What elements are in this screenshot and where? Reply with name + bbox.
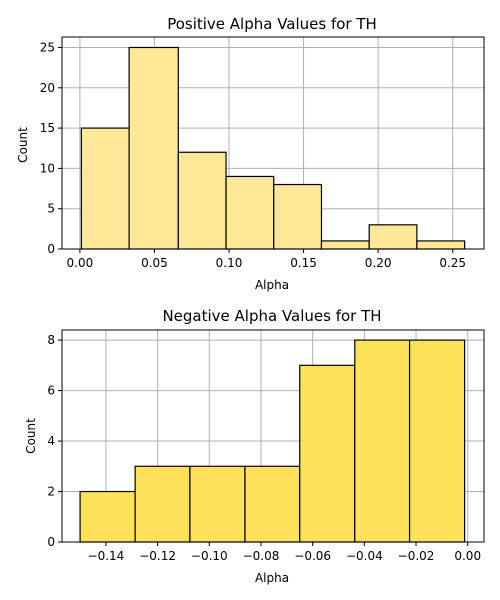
y-tick-label: 6 [47,384,55,398]
bar [354,339,411,543]
bar [134,465,191,543]
y-ticks: 0 2 4 6 8 [47,333,62,549]
bar [225,175,275,250]
y-axis-label: Count [16,127,30,163]
chart-title: Positive Alpha Values for TH [167,15,377,33]
y-tick-label: 2 [47,485,55,499]
chart-title: Negative Alpha Values for TH [162,307,381,325]
y-tick-label: 20 [40,81,55,95]
negative-alpha-histogram: Negative Alpha Values for TH Count Alpha… [24,307,485,585]
bar [79,490,136,543]
bar [189,465,246,543]
x-tick-label: −0.10 [191,549,228,563]
positive-alpha-histogram: Positive Alpha Values for TH Count Alpha… [16,15,485,292]
y-tick-label: 5 [47,202,55,216]
y-tick-label: 25 [40,40,55,54]
bar [320,240,370,250]
x-tick-label: 0.20 [365,256,392,270]
bar [299,364,356,543]
y-ticks: 0 5 10 15 20 25 [40,40,62,256]
bar [244,465,301,543]
bar [128,46,179,250]
plot-frame [61,36,485,250]
bar [80,127,130,250]
x-ticks: −0.14 −0.12 −0.10 −0.08 −0.06 −0.04 −0.02 0.00 [88,542,481,563]
bar [408,339,466,543]
plot-frame [61,329,485,543]
x-ticks: 0.00 0.05 0.10 0.15 0.20 0.25 [67,249,466,270]
bars [80,46,466,250]
x-tick-label: 0.05 [141,256,168,270]
y-tick-label: 0 [47,242,55,256]
y-tick-label: 8 [47,333,55,347]
y-tick-label: 4 [47,434,55,448]
x-tick-label: −0.12 [139,549,176,563]
x-tick-label: 0.00 [67,256,94,270]
y-axis-label: Count [24,418,38,454]
bar [273,183,323,250]
x-tick-label: 0.25 [439,256,466,270]
x-tick-label: 0.15 [290,256,317,270]
x-axis-label: Alpha [255,571,289,585]
x-tick-label: 0.00 [454,549,481,563]
x-tick-label: −0.04 [346,549,383,563]
y-tick-label: 15 [40,121,55,135]
x-axis-label: Alpha [255,278,289,292]
x-tick-label: −0.02 [398,549,435,563]
bar [177,151,227,250]
bar [416,240,466,250]
y-tick-label: 10 [40,161,55,175]
x-tick-label: −0.06 [294,549,331,563]
x-tick-label: −0.08 [243,549,280,563]
bar [368,224,418,250]
bars [79,339,466,543]
x-tick-label: −0.14 [88,549,125,563]
x-tick-label: 0.10 [216,256,243,270]
y-tick-label: 0 [47,535,55,549]
